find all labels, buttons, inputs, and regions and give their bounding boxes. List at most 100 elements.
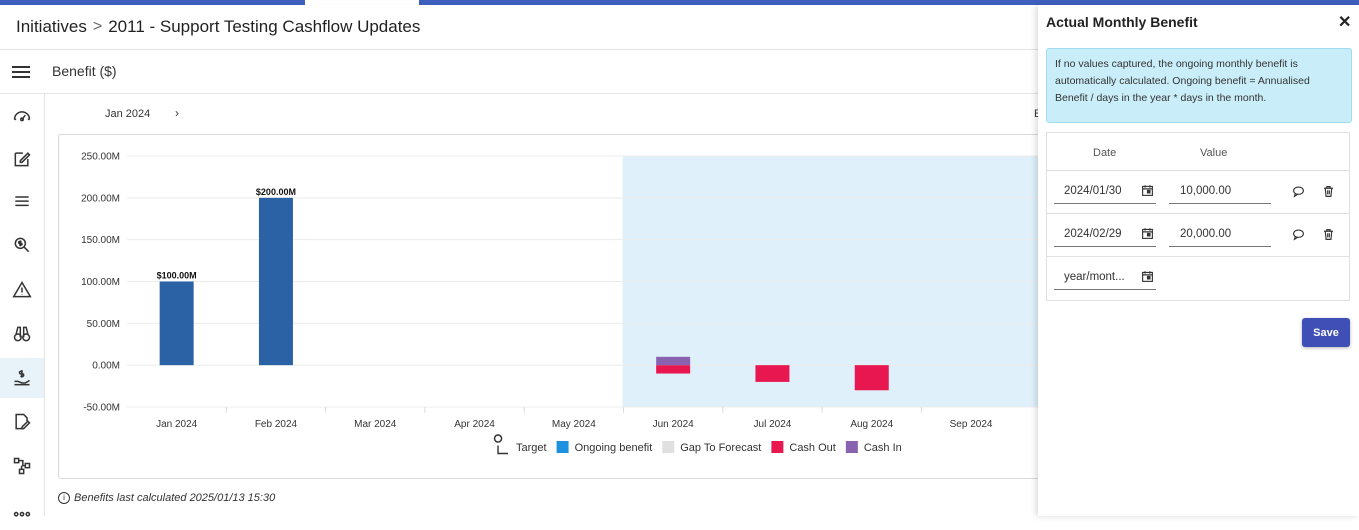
last-calculated-note: i Benefits last calculated 2025/01/13 15… bbox=[58, 492, 275, 504]
value-field[interactable]: 10,000.00 bbox=[1169, 181, 1271, 204]
x-tick-label: Feb 2024 bbox=[255, 419, 298, 430]
period-label: Jan 2024 bbox=[105, 108, 151, 120]
edit-icon bbox=[14, 152, 31, 167]
new-date-field[interactable]: year/mont... bbox=[1054, 267, 1156, 290]
legend-label: Ongoing benefit bbox=[575, 442, 653, 454]
more-icon bbox=[13, 511, 31, 517]
ongoing-benefit-bar bbox=[258, 197, 293, 366]
benefit-entry-table: Date Value 2024/01/30 10,000.00 2024/02/… bbox=[1046, 132, 1350, 301]
ongoing-benefit-bar bbox=[159, 281, 194, 366]
legend-label: Cash In bbox=[864, 442, 902, 454]
delete-icon[interactable] bbox=[1322, 185, 1335, 198]
target-icon bbox=[493, 434, 508, 455]
date-field[interactable]: 2024/02/29 bbox=[1054, 224, 1156, 247]
legend-label: Target bbox=[516, 442, 547, 454]
x-tick-label: Aug 2024 bbox=[850, 419, 893, 430]
section-title: Benefit ($) bbox=[52, 63, 117, 79]
y-tick-label: 200.00M bbox=[81, 193, 120, 204]
sidebar-item-list[interactable] bbox=[0, 182, 44, 222]
cash-out-bar bbox=[854, 365, 889, 391]
y-tick-label: 50.00M bbox=[87, 319, 120, 330]
warning-icon bbox=[12, 281, 32, 298]
x-tick-label: Apr 2024 bbox=[454, 419, 495, 430]
comment-icon[interactable] bbox=[1292, 228, 1305, 241]
sidebar-item-risks[interactable] bbox=[0, 270, 44, 310]
calendar-icon[interactable] bbox=[1141, 184, 1154, 197]
data-label: $200.00M bbox=[256, 187, 296, 197]
legend-label: Gap To Forecast bbox=[680, 442, 761, 454]
cash-in-bar bbox=[656, 356, 691, 366]
document-edit-icon bbox=[15, 413, 31, 430]
calendar-icon[interactable] bbox=[1141, 270, 1154, 283]
table-row-new: year/mont... bbox=[1047, 256, 1349, 299]
sidebar-item-documents[interactable] bbox=[0, 402, 44, 442]
legend-swatch bbox=[771, 441, 784, 453]
main-content: Jan 2024 › E 250.00M 200.00M 150.00M 100.00… bbox=[45, 94, 1050, 516]
save-button[interactable]: Save bbox=[1302, 318, 1350, 347]
panel-title: Actual Monthly Benefit bbox=[1046, 14, 1198, 30]
table-row: 2024/01/30 10,000.00 bbox=[1047, 170, 1349, 213]
breadcrumb-separator: > bbox=[92, 18, 103, 35]
sidebar-item-dashboard[interactable] bbox=[0, 96, 44, 136]
binoculars-icon bbox=[13, 326, 31, 342]
breadcrumb: Initiatives > 2011 - Support Testing Cas… bbox=[16, 17, 420, 37]
toolbar-truncated-text: E bbox=[1034, 108, 1041, 120]
hand-dollar-icon bbox=[14, 370, 30, 386]
x-tick-label: Sep 2024 bbox=[950, 419, 993, 430]
x-tick-label: May 2024 bbox=[552, 419, 596, 430]
sidebar-item-review[interactable] bbox=[0, 314, 44, 354]
section-header: Benefit ($) bbox=[0, 50, 1038, 94]
list-icon bbox=[15, 196, 29, 207]
sidebar bbox=[0, 94, 45, 517]
y-tick-label: 250.00M bbox=[81, 152, 120, 163]
x-tick-label: Jun 2024 bbox=[653, 419, 695, 430]
data-label: $100.00M bbox=[157, 271, 197, 281]
close-icon[interactable]: ✕ bbox=[1338, 14, 1352, 31]
table-row: 2024/02/29 20,000.00 bbox=[1047, 213, 1349, 256]
column-header-date: Date bbox=[1093, 147, 1117, 159]
info-icon: i bbox=[58, 492, 70, 504]
legend-label: Cash Out bbox=[789, 442, 835, 454]
sidebar-item-workflow[interactable] bbox=[0, 446, 44, 486]
workflow-icon bbox=[13, 457, 31, 475]
x-tick-label: Jul 2024 bbox=[754, 419, 792, 430]
sidebar-item-more[interactable] bbox=[0, 490, 44, 530]
y-tick-label: -50.00M bbox=[83, 403, 120, 414]
header-accent-bar-right bbox=[419, 0, 1359, 5]
value-field[interactable]: 20,000.00 bbox=[1169, 224, 1271, 247]
sidebar-item-search-dollar[interactable] bbox=[0, 225, 44, 265]
date-value: 2024/02/29 bbox=[1064, 228, 1122, 240]
date-value: 2024/01/30 bbox=[1064, 185, 1122, 197]
actual-monthly-benefit-panel: Actual Monthly Benefit ✕ If no values ca… bbox=[1038, 5, 1359, 516]
value-text: 10,000.00 bbox=[1180, 185, 1232, 197]
cash-out-bar bbox=[755, 365, 790, 382]
y-tick-label: 100.00M bbox=[81, 277, 120, 288]
x-tick-label: Jan 2024 bbox=[156, 419, 198, 430]
sidebar-item-benefits[interactable] bbox=[0, 358, 44, 398]
page-header: Initiatives > 2011 - Support Testing Cas… bbox=[0, 5, 1038, 50]
delete-icon[interactable] bbox=[1322, 228, 1335, 241]
breadcrumb-initiatives[interactable]: Initiatives bbox=[16, 17, 87, 36]
legend-swatch bbox=[845, 441, 858, 453]
calendar-icon[interactable] bbox=[1141, 227, 1154, 240]
next-period-button[interactable]: › bbox=[175, 106, 179, 120]
legend-swatch bbox=[662, 441, 675, 453]
search-dollar-icon bbox=[14, 237, 30, 253]
y-tick-label: 150.00M bbox=[81, 235, 120, 246]
dashboard-icon bbox=[13, 111, 31, 122]
benefit-chart-card: 250.00M 200.00M 150.00M 100.00M 50.00M 0.00M -… bbox=[58, 134, 1050, 479]
legend-swatch bbox=[556, 441, 569, 453]
date-placeholder: year/mont... bbox=[1064, 271, 1125, 283]
benefit-chart: 250.00M 200.00M 150.00M 100.00M 50.00M 0.00M -… bbox=[81, 152, 1049, 455]
last-calculated-text: Benefits last calculated 2025/01/13 15:3… bbox=[74, 492, 276, 504]
column-header-value: Value bbox=[1200, 147, 1228, 159]
sidebar-item-edit[interactable] bbox=[0, 139, 44, 179]
x-tick-label: Mar 2024 bbox=[354, 419, 397, 430]
date-field[interactable]: 2024/01/30 bbox=[1054, 181, 1156, 204]
comment-icon[interactable] bbox=[1292, 185, 1305, 198]
menu-icon[interactable] bbox=[12, 63, 30, 79]
info-message: If no values captured, the ongoing month… bbox=[1046, 48, 1352, 123]
cash-out-bar bbox=[656, 365, 691, 374]
header-accent-bar-left bbox=[0, 0, 305, 5]
y-tick-label: 0.00M bbox=[92, 361, 120, 372]
